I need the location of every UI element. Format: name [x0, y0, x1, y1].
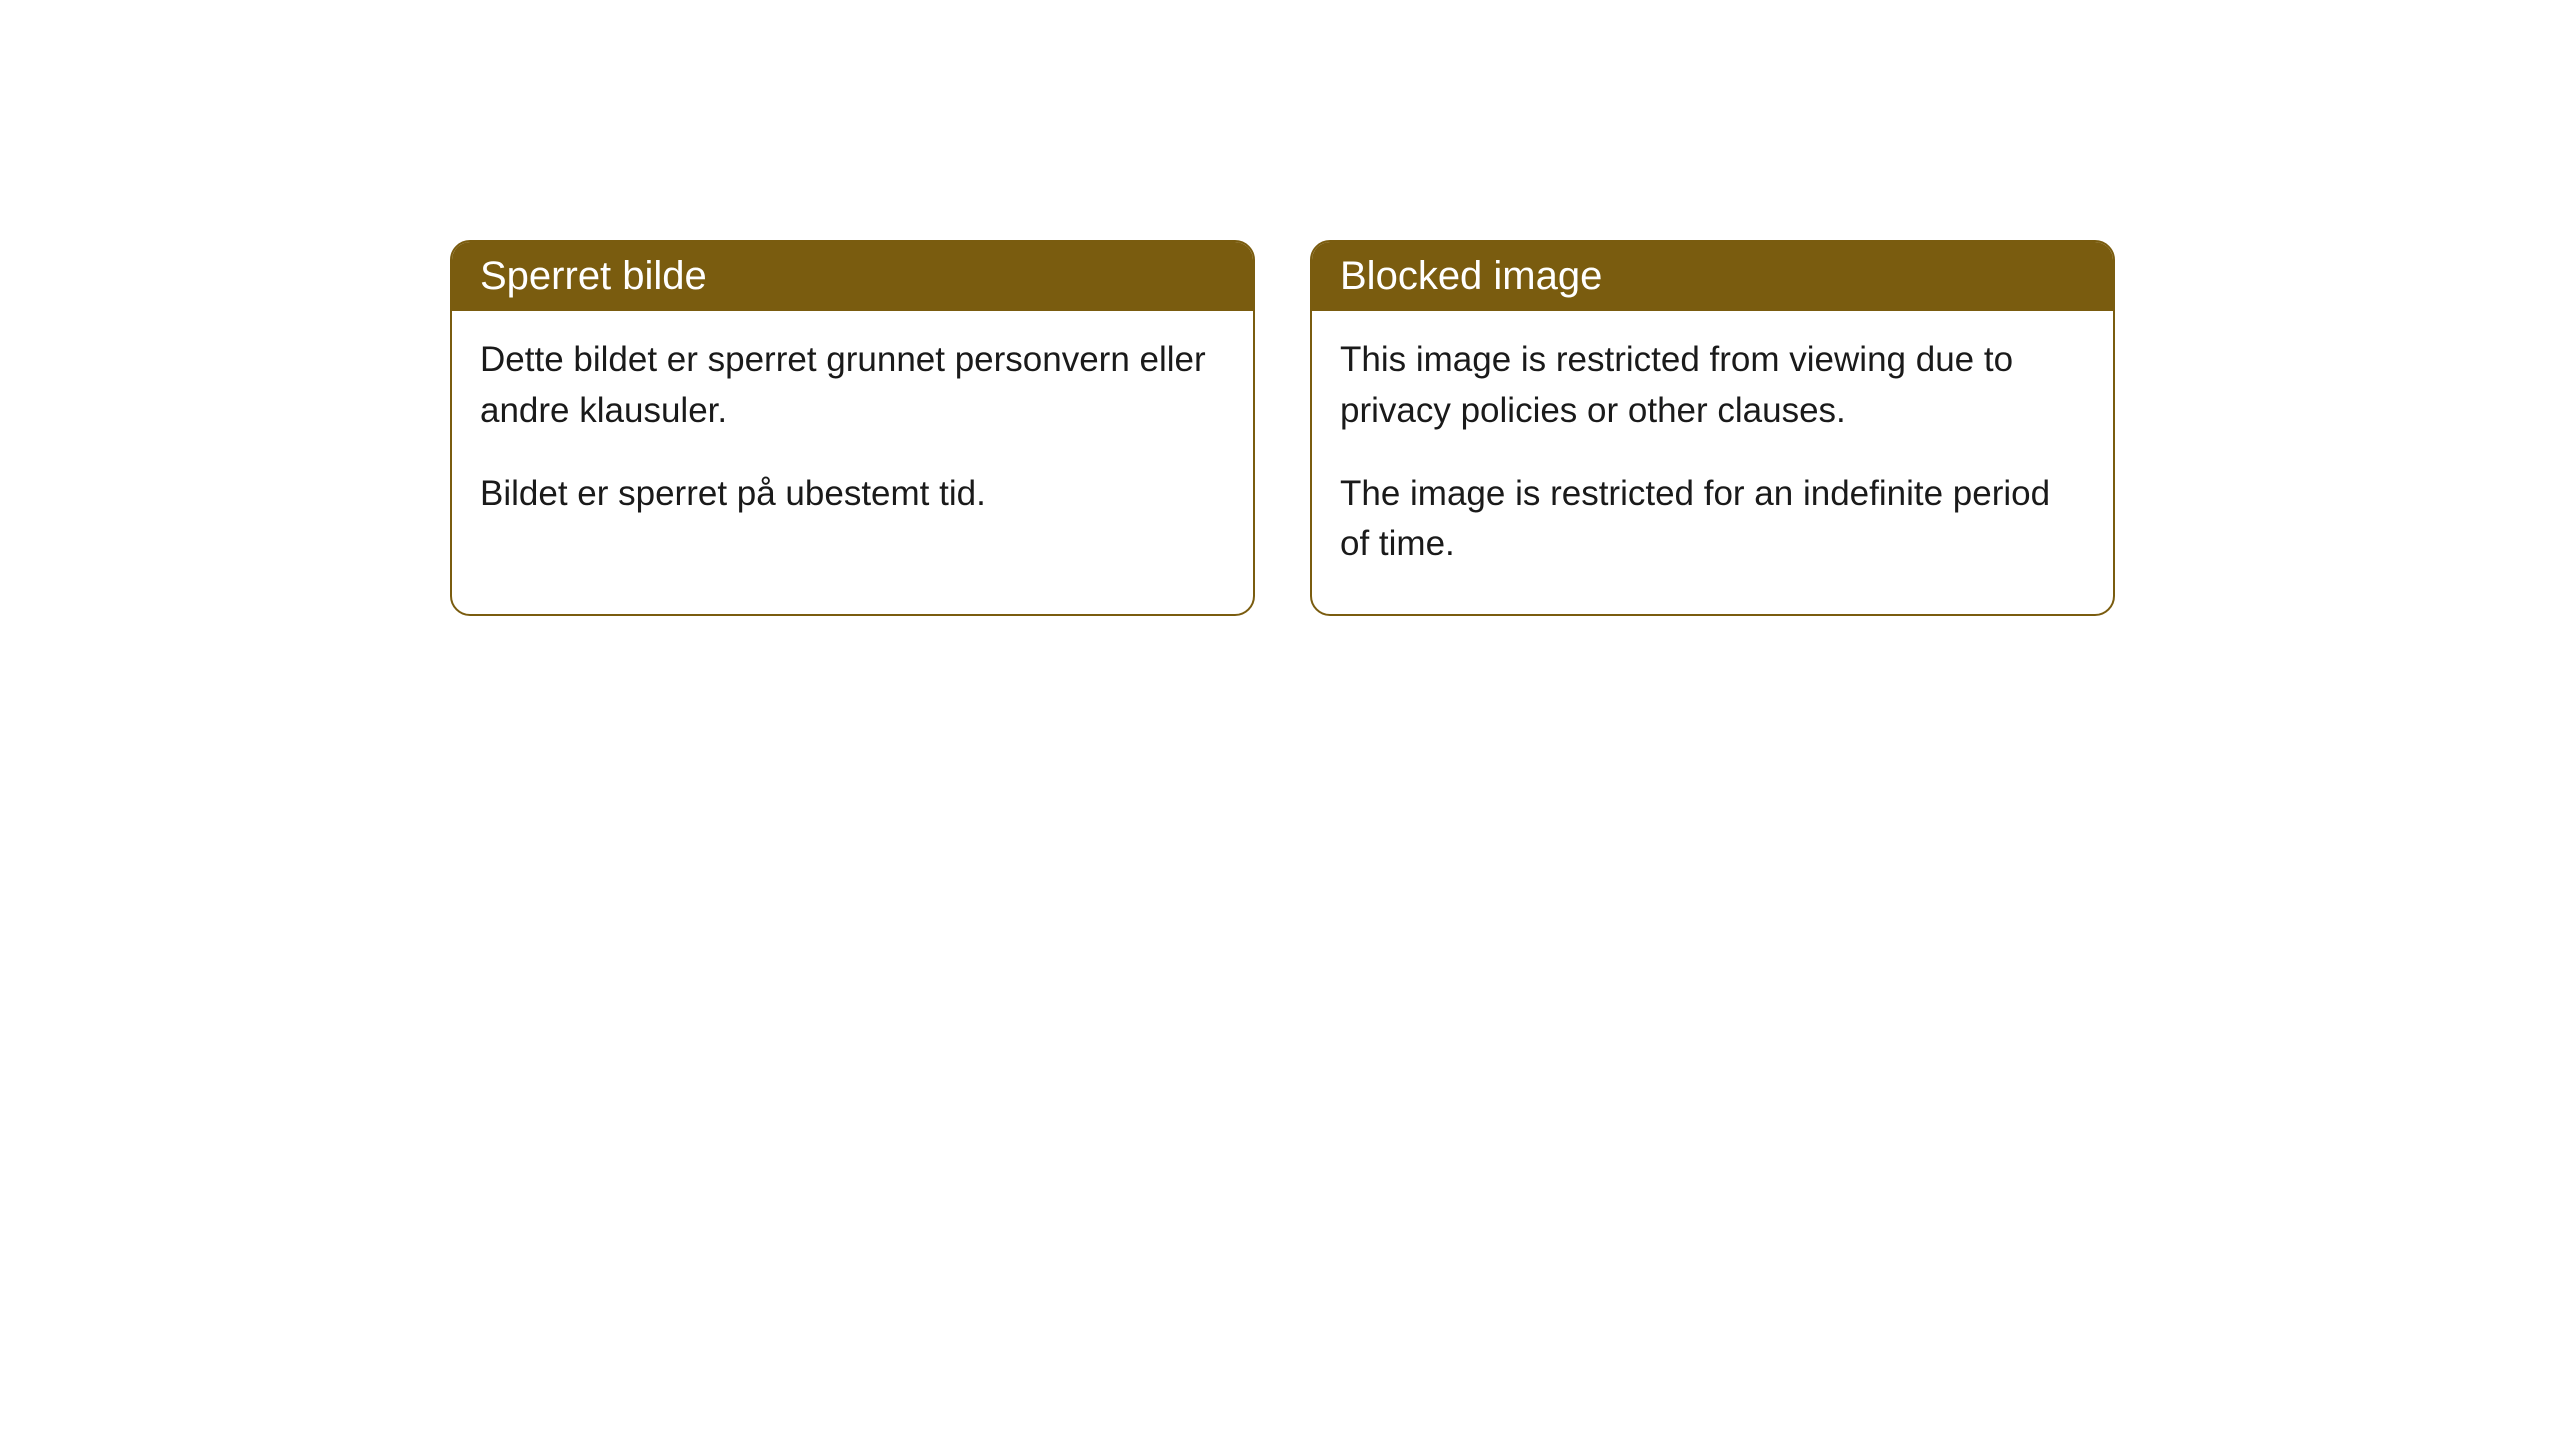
card-header: Blocked image [1312, 242, 2113, 311]
card-paragraph-2: The image is restricted for an indefinit… [1340, 469, 2085, 571]
card-paragraph-1: Dette bildet er sperret grunnet personve… [480, 335, 1225, 437]
card-title: Blocked image [1340, 254, 1602, 298]
card-body: Dette bildet er sperret grunnet personve… [452, 311, 1253, 563]
card-paragraph-1: This image is restricted from viewing du… [1340, 335, 2085, 437]
blocked-image-card-english: Blocked image This image is restricted f… [1310, 240, 2115, 616]
card-title: Sperret bilde [480, 254, 707, 298]
card-paragraph-2: Bildet er sperret på ubestemt tid. [480, 469, 1225, 520]
cards-container: Sperret bilde Dette bildet er sperret gr… [450, 240, 2560, 616]
card-body: This image is restricted from viewing du… [1312, 311, 2113, 614]
blocked-image-card-norwegian: Sperret bilde Dette bildet er sperret gr… [450, 240, 1255, 616]
card-header: Sperret bilde [452, 242, 1253, 311]
